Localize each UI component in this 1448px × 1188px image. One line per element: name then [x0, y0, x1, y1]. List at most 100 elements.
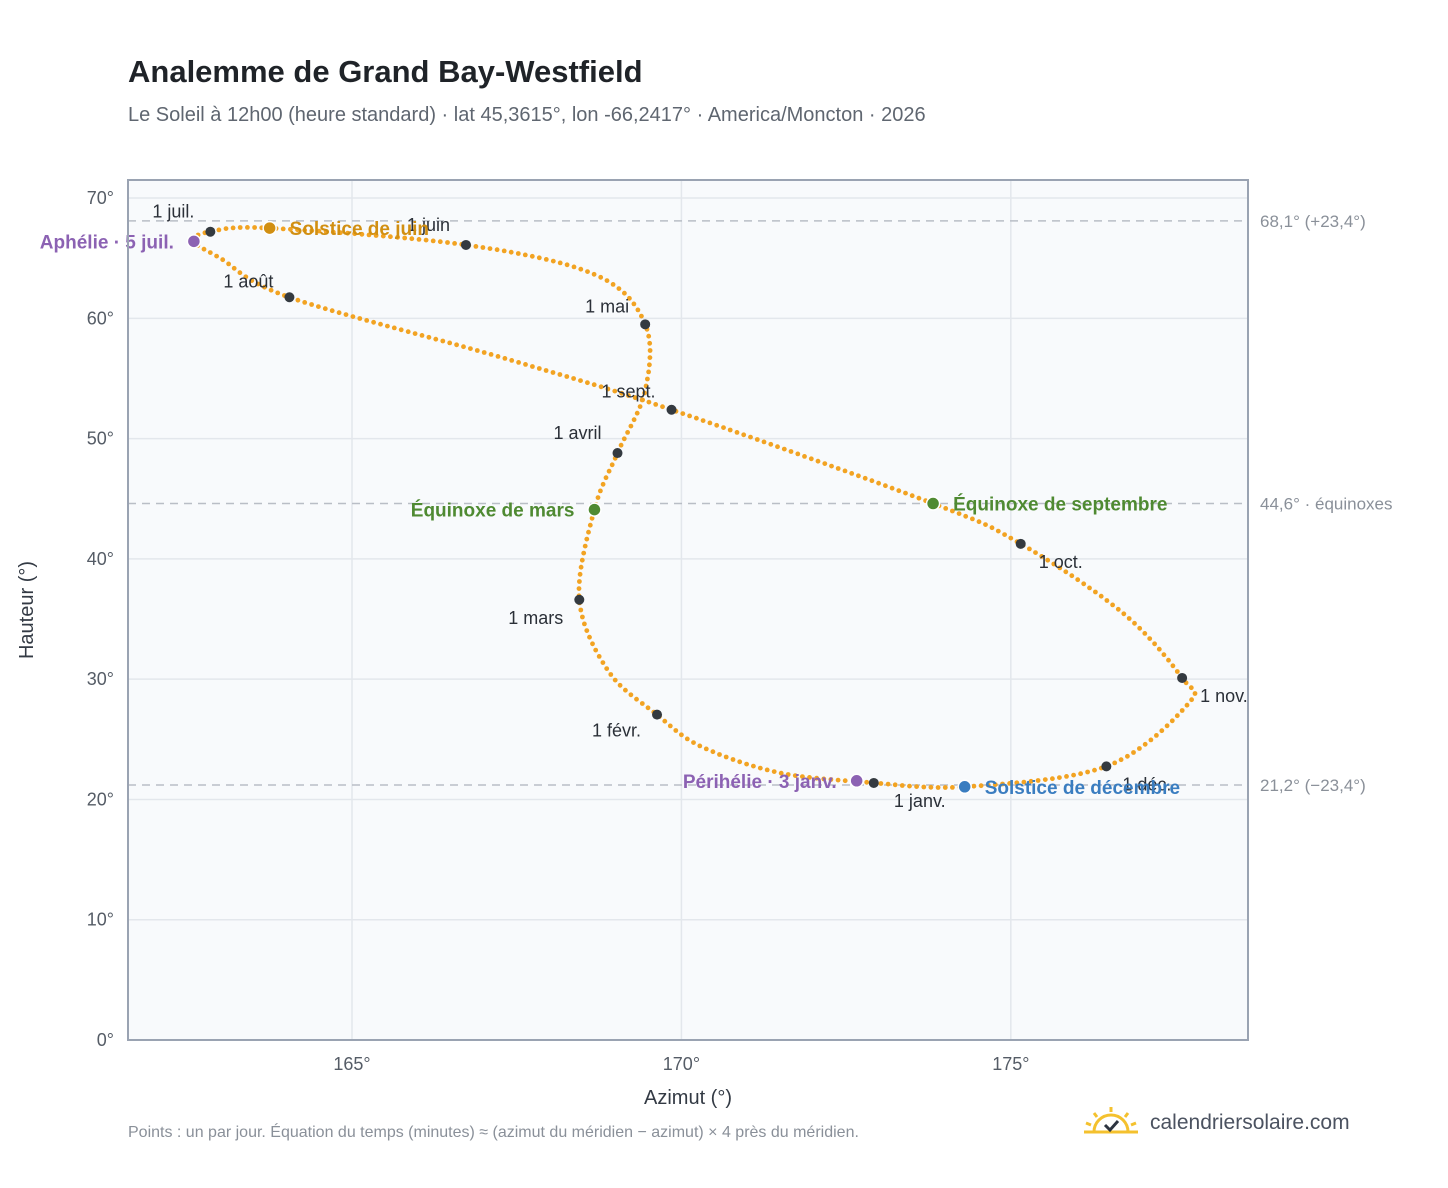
daily-sun-point	[775, 444, 780, 450]
daily-sun-point	[885, 781, 891, 787]
daily-sun-point	[255, 281, 261, 287]
daily-sun-point	[288, 226, 293, 232]
daily-sun-point	[680, 411, 686, 416]
daily-sun-point	[216, 227, 222, 233]
daily-sun-point	[667, 723, 673, 729]
y-tick-label: 0°	[97, 1030, 114, 1050]
daily-sun-point	[835, 466, 841, 471]
daily-sun-point	[707, 420, 713, 426]
daily-sun-point	[1021, 779, 1027, 785]
daily-sun-point	[474, 348, 480, 353]
daily-sun-point	[1078, 771, 1083, 777]
daily-sun-point	[577, 571, 583, 577]
daily-sun-point	[647, 355, 653, 360]
event-marker-dot	[186, 234, 202, 249]
daily-sun-point	[842, 468, 848, 474]
daily-sun-point	[679, 732, 684, 738]
daily-sun-point	[295, 227, 300, 233]
daily-sun-point	[815, 458, 821, 464]
x-tick-label: 165°	[333, 1054, 370, 1074]
x-tick-label: 175°	[992, 1054, 1029, 1074]
daily-sun-point	[1087, 585, 1092, 591]
daily-sun-point	[508, 249, 514, 255]
daily-sun-point	[447, 340, 453, 346]
daily-sun-point	[343, 312, 349, 317]
month-marker-dot	[666, 404, 677, 415]
brand[interactable]: calendriersolaire.com	[1082, 1106, 1350, 1140]
daily-sun-point	[585, 269, 590, 274]
daily-sun-point	[687, 413, 692, 419]
daily-sun-point	[635, 307, 641, 313]
daily-sun-point	[330, 229, 336, 235]
daily-sun-point	[899, 783, 905, 788]
daily-sun-point	[647, 348, 653, 353]
daily-sun-point	[226, 261, 232, 267]
daily-sun-point	[338, 230, 343, 236]
daily-sun-point	[454, 342, 459, 348]
daily-sun-point	[1057, 565, 1063, 571]
daily-sun-point	[828, 777, 834, 782]
daily-sun-point	[697, 743, 703, 749]
event-marker-dot	[587, 502, 602, 517]
daily-sun-point	[1184, 702, 1190, 708]
daily-sun-point	[741, 432, 747, 438]
daily-sun-point	[576, 586, 582, 591]
daily-sun-point	[1156, 646, 1162, 652]
month-marker-dot	[640, 319, 651, 330]
daily-sun-point	[237, 225, 243, 230]
chart-title: Analemme de Grand Bay-Westfield	[128, 54, 643, 89]
reference-lines: 68,1° (+23,4°) 44,6° · équinoxes 21,2° (−2…	[128, 212, 1393, 795]
daily-sun-point	[243, 274, 249, 280]
daily-sun-point	[734, 430, 740, 435]
daily-sun-point	[589, 515, 595, 521]
daily-sun-point	[631, 417, 637, 423]
daily-sun-point	[1169, 718, 1175, 724]
daily-sun-point	[1188, 685, 1194, 691]
daily-sun-point	[468, 346, 473, 351]
daily-sun-point	[488, 352, 494, 357]
month-marker-label: 1 janv.	[894, 791, 946, 811]
event-marker-dot	[849, 773, 864, 789]
daily-sun-point	[1110, 602, 1115, 608]
daily-sun-point	[523, 362, 528, 367]
daily-sun-point	[995, 528, 1001, 534]
daily-sun-point	[268, 287, 274, 293]
daily-sun-point	[985, 782, 991, 788]
daily-sun-point	[717, 752, 722, 757]
daily-sun-point	[600, 481, 606, 487]
daily-sun-point	[480, 245, 486, 250]
daily-sun-point	[1014, 780, 1020, 786]
daily-sun-point	[584, 536, 590, 542]
daily-sun-point	[580, 614, 585, 620]
daily-sun-point	[430, 238, 436, 244]
daily-sun-point	[1000, 781, 1005, 787]
daily-sun-point	[409, 236, 415, 242]
daily-sun-point	[942, 785, 948, 790]
month-marker-label: 1 nov.	[1200, 686, 1248, 706]
daily-sun-point	[978, 783, 984, 789]
daily-sun-point	[437, 239, 443, 245]
daily-sun-point	[700, 418, 706, 423]
y-tick-label: 30°	[87, 669, 114, 689]
daily-sun-point	[1042, 777, 1048, 782]
daily-sun-point	[618, 442, 624, 448]
daily-sun-point	[632, 395, 638, 401]
y-tick-label: 10°	[87, 910, 114, 930]
daily-sun-point	[1098, 593, 1104, 599]
month-marker-dot	[284, 292, 295, 303]
daily-sun-point	[603, 475, 609, 481]
daily-sun-point	[596, 654, 602, 659]
daily-sun-point	[1093, 589, 1098, 595]
daily-sun-point	[621, 436, 627, 442]
daily-sun-point	[795, 451, 801, 457]
daily-sun-point	[309, 228, 315, 234]
daily-sun-point	[223, 226, 229, 232]
daily-sun-point	[647, 340, 653, 346]
daily-sun-point	[889, 485, 895, 491]
reference-line-label: 44,6° · équinoxes	[1260, 495, 1393, 514]
daily-sun-point	[495, 354, 501, 359]
daily-sun-point	[378, 321, 383, 327]
daily-sun-point	[821, 776, 827, 782]
daily-sun-point	[398, 327, 404, 333]
daily-sun-point	[896, 488, 902, 494]
